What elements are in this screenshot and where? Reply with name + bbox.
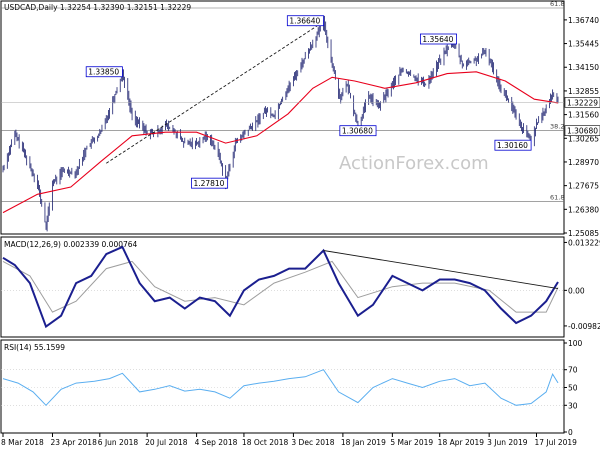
price-tick-label: 1.25085 <box>568 229 599 238</box>
price-panel-border <box>0 0 565 235</box>
date-tick-label: 20 Jul 2018 <box>145 438 188 447</box>
price-annotation-box <box>191 177 229 189</box>
price-annotation-box <box>339 125 377 137</box>
price-tick-label: 1.36740 <box>568 16 599 25</box>
price-tick-label: 1.35445 <box>568 40 599 49</box>
price-annotation-box <box>85 66 123 78</box>
date-tick-label: 18 Apr 2019 <box>438 438 485 447</box>
price-tick-label: 1.32855 <box>568 87 599 96</box>
date-tick-label: 23 Apr 2018 <box>50 438 97 447</box>
macd-label: MACD(12,26,9) 0.002339 0.000764 <box>4 240 138 249</box>
date-axis: 8 Mar 2018 23 Apr 2018 6 Jun 2018 20 Jul 20… <box>1 433 577 447</box>
rsi-tick-label: 70 <box>568 366 578 375</box>
date-tick-label: 17 Jul 2019 <box>534 438 577 447</box>
price-annotation-label: 1.27810 <box>193 179 224 188</box>
rsi-tick-label: 50 <box>568 384 578 393</box>
price-annotations: 1.36640 1.33850 1.35640 1.30680 1.30160 1.278… <box>85 15 532 189</box>
macd-panel-border <box>0 236 565 338</box>
price-annotation-box <box>286 15 324 27</box>
price-axis-ticks: 1.36740 1.35445 1.34150 1.32855 1.31560 1.302… <box>564 16 599 238</box>
macd-axis-ticks: 0.013229 0.00 -0.00982 <box>564 238 600 331</box>
fib-label: 61.8 <box>550 194 564 202</box>
rsi-tick-label: 0 <box>568 428 573 437</box>
price-annotation-label: 1.30160 <box>497 141 528 150</box>
date-tick-label: 18 Jan 2019 <box>341 438 386 447</box>
date-tick-label: 3 Dec 2018 <box>291 438 334 447</box>
price-annotation-label: 1.33850 <box>88 68 119 77</box>
watermark: ActionForex.com <box>339 153 489 174</box>
date-tick-label: 6 Jun 2018 <box>98 438 139 447</box>
date-tick-label: 5 Mar 2019 <box>390 438 433 447</box>
price-tick-label: 1.28970 <box>568 158 599 167</box>
fib-levels: 61.8 38.2 61.8 <box>1 0 564 202</box>
fib-label: 61.8 <box>550 0 564 8</box>
price-tick-label: 1.34150 <box>568 63 599 72</box>
level-marker: 1.30680 <box>564 125 600 136</box>
price-annotation-label: 1.36640 <box>289 17 320 26</box>
rsi-tick-label: 30 <box>568 401 578 410</box>
rsi-tick-label: 100 <box>568 339 583 348</box>
price-annotation-box <box>419 33 457 45</box>
rsi-panel: RSI(14) 55.1599 100 70 50 30 0 <box>0 339 583 437</box>
date-tick-label: 4 Sep 2018 <box>195 438 238 447</box>
level-marker-label: 1.30680 <box>567 127 598 136</box>
macd-tick-label: 0.013229 <box>568 238 600 247</box>
date-tick-label: 8 Mar 2018 <box>1 438 44 447</box>
macd-line <box>2 245 559 329</box>
price-trendline <box>106 21 324 164</box>
rsi-label: RSI(14) 55.1599 <box>4 343 65 352</box>
level-marker-box <box>564 125 600 136</box>
macd-trendline <box>323 250 559 289</box>
symbol-header: USDCAD,Daily 1.32254 1.32390 1.32151 1.3… <box>4 3 191 12</box>
price-tick-label: 1.30265 <box>568 134 599 143</box>
fib-label: 38.2 <box>550 123 564 131</box>
price-tick-label: 1.31560 <box>568 111 599 120</box>
rsi-line <box>2 369 559 407</box>
moving-average-line <box>2 71 559 214</box>
rsi-axis-ticks: 100 70 50 30 0 <box>564 339 583 437</box>
current-price-label: 1.32229 <box>567 98 598 107</box>
price-tick-label: 1.27675 <box>568 182 599 191</box>
price-annotation-box <box>494 139 532 151</box>
current-price-marker: 1.32229 <box>1 97 600 108</box>
date-tick-label: 3 Jun 2019 <box>487 438 528 447</box>
current-price-box <box>564 97 600 108</box>
price-panel: USDCAD,Daily 1.32254 1.32390 1.32151 1.3… <box>0 0 600 238</box>
rsi-panel-border <box>0 339 565 434</box>
price-tick-label: 1.26380 <box>568 205 599 214</box>
macd-panel: MACD(12,26,9) 0.002339 0.000764 0.013229… <box>0 236 600 338</box>
price-annotation-label: 1.30680 <box>342 127 373 136</box>
price-annotation-label: 1.35640 <box>422 35 453 44</box>
date-tick-label: 18 Oct 2018 <box>242 438 289 447</box>
macd-tick-label: 0.00 <box>568 286 585 295</box>
rsi-gridlines <box>1 369 564 406</box>
macd-tick-label: -0.00982 <box>568 322 600 331</box>
